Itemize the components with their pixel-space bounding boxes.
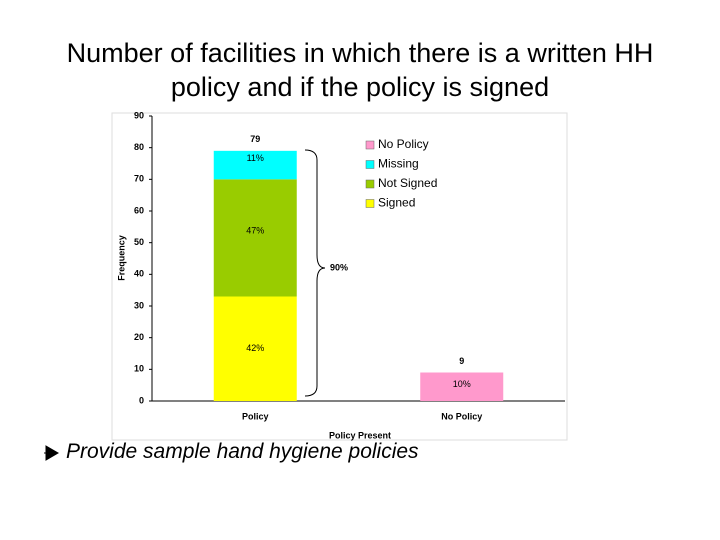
legend-label: Missing — [378, 157, 419, 171]
bar-segment — [213, 296, 297, 401]
legend-label: No Policy — [378, 137, 429, 151]
bracket — [304, 149, 326, 397]
percent-label: 42% — [246, 343, 264, 353]
legend-swatch — [365, 179, 375, 189]
legend-label: Not Signed — [378, 176, 437, 190]
annotation: 90% — [330, 262, 348, 272]
total-label: 9 — [459, 356, 464, 366]
y-tick-label: 30 — [134, 300, 144, 310]
total-label: 79 — [250, 134, 260, 144]
y-tick-label: 80 — [134, 142, 144, 152]
percent-label: 10% — [453, 379, 471, 389]
chart-frame — [111, 112, 568, 441]
legend-swatch — [365, 199, 375, 208]
legend-box — [362, 136, 452, 214]
bar-segment — [213, 179, 297, 297]
slide-title: Number of facilities in which there is a… — [66, 38, 654, 102]
y-tick-label: 40 — [134, 269, 144, 279]
y-tick-label: 60 — [134, 205, 144, 215]
y-tick-label: 50 — [134, 237, 144, 247]
x-tick-label: Policy — [242, 411, 269, 421]
bullet-text: Provide sample hand hygiene policies — [66, 440, 419, 463]
x-axis-label: Policy Present — [329, 430, 391, 440]
percent-label: 11% — [247, 153, 264, 163]
y-tick-label: 70 — [134, 174, 144, 184]
bullet-arrow — [44, 445, 59, 461]
x-tick-label: No Policy — [441, 411, 482, 421]
legend-swatch — [365, 160, 375, 169]
bar-segment — [420, 372, 504, 401]
y-tick-label: 20 — [134, 332, 144, 342]
y-tick-label: 90 — [134, 110, 144, 120]
y-axis-label: Frequency — [116, 235, 126, 281]
legend-label: Signed — [378, 196, 415, 210]
percent-label: 47% — [246, 226, 264, 236]
y-tick-label: 10 — [134, 364, 144, 374]
bar-segment — [213, 150, 297, 180]
legend-swatch — [365, 140, 375, 150]
y-tick-label: 0 — [139, 395, 144, 405]
